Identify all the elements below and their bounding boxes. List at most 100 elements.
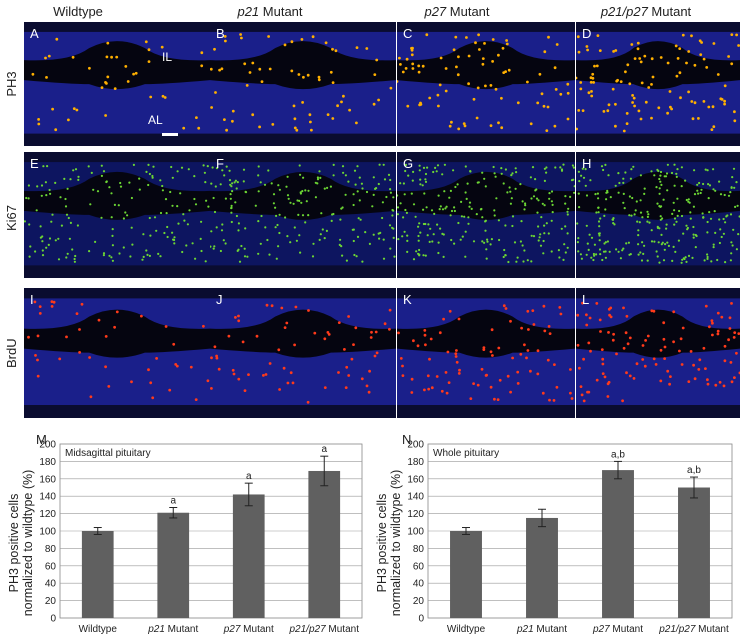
bottom-band — [210, 133, 396, 146]
marker-dot — [153, 216, 157, 219]
marker-dot — [604, 250, 607, 253]
marker-dot — [166, 235, 169, 239]
marker-dot — [484, 229, 487, 232]
marker-dot — [71, 55, 75, 59]
marker-dot — [555, 43, 559, 46]
marker-dot — [694, 246, 697, 249]
marker-dot — [321, 228, 324, 231]
marker-dot — [115, 310, 119, 314]
marker-dot — [733, 110, 736, 114]
marker-dot — [100, 216, 103, 219]
marker-dot — [547, 35, 550, 39]
marker-dot — [453, 206, 456, 209]
y-axis-label: PH3 positive cellsnormalized to wildtype… — [7, 470, 35, 617]
x-tick-label: p21 Mutant — [147, 624, 198, 635]
marker-dot — [666, 189, 669, 192]
marker-dot — [659, 215, 662, 218]
marker-dot — [730, 62, 734, 66]
marker-dot — [697, 368, 701, 371]
marker-dot — [723, 344, 727, 348]
marker-dot — [399, 63, 402, 66]
marker-dot — [404, 208, 407, 212]
column-title-p27: p27 Mutant — [377, 4, 537, 19]
marker-dot — [199, 237, 202, 240]
marker-dot — [284, 216, 287, 219]
marker-dot — [595, 64, 599, 68]
marker-dot — [577, 109, 581, 112]
marker-dot — [493, 209, 496, 212]
marker-dot — [58, 357, 62, 361]
marker-dot — [650, 83, 653, 86]
marker-dot — [625, 314, 629, 318]
marker-dot — [523, 249, 526, 252]
top-band — [397, 288, 575, 299]
marker-dot — [293, 117, 297, 121]
marker-dot — [392, 236, 395, 239]
marker-dot — [213, 210, 217, 214]
marker-dot — [102, 252, 106, 255]
marker-dot — [498, 378, 502, 382]
marker-dot — [606, 395, 610, 398]
marker-dot — [579, 253, 582, 256]
y-tick-label: 180 — [39, 457, 56, 468]
marker-dot — [268, 253, 271, 256]
marker-dot — [673, 223, 676, 226]
marker-dot — [183, 219, 186, 222]
marker-dot — [202, 324, 205, 328]
marker-dot — [647, 213, 650, 216]
marker-dot — [210, 106, 213, 109]
marker-dot — [187, 168, 190, 171]
marker-dot — [293, 343, 296, 347]
x-tick-label: p21/p27 Mutant — [288, 624, 359, 635]
marker-dot — [622, 247, 625, 250]
marker-dot — [448, 124, 452, 128]
marker-dot — [225, 165, 228, 168]
marker-dot — [164, 198, 168, 201]
marker-dot — [313, 331, 317, 335]
marker-dot — [427, 223, 430, 226]
marker-dot — [138, 188, 141, 191]
marker-dot — [374, 330, 378, 334]
marker-dot — [472, 382, 475, 385]
panel-letter: B — [216, 26, 225, 41]
marker-dot — [548, 192, 551, 195]
marker-dot — [536, 101, 540, 105]
marker-dot — [191, 242, 194, 245]
marker-dot — [235, 214, 238, 218]
marker-dot — [181, 250, 184, 254]
top-band — [397, 152, 575, 163]
marker-dot — [731, 176, 734, 179]
marker-dot — [122, 246, 125, 249]
marker-dot — [500, 126, 504, 130]
marker-dot — [607, 331, 610, 334]
marker-dot — [693, 193, 697, 196]
marker-dot — [572, 166, 575, 169]
marker-dot — [704, 168, 707, 171]
marker-dot — [558, 256, 561, 259]
marker-dot — [676, 168, 679, 171]
marker-dot — [476, 383, 480, 387]
marker-dot — [492, 165, 495, 169]
marker-dot — [733, 376, 736, 379]
row-label-ph3: PH3 — [4, 71, 19, 97]
marker-dot — [223, 174, 226, 177]
marker-dot — [619, 80, 623, 83]
y-tick-label: 120 — [407, 509, 424, 520]
marker-dot — [378, 163, 381, 166]
marker-dot — [332, 174, 335, 177]
marker-dot — [224, 197, 227, 200]
marker-dot — [660, 183, 663, 186]
marker-dot — [34, 354, 37, 357]
marker-dot — [75, 108, 79, 112]
marker-dot — [131, 243, 134, 246]
marker-dot — [618, 181, 621, 185]
marker-dot — [598, 239, 601, 242]
marker-dot — [675, 175, 678, 178]
marker-dot — [214, 185, 217, 188]
marker-dot — [372, 193, 375, 196]
marker-dot — [463, 124, 467, 128]
marker-dot — [106, 75, 110, 79]
marker-dot — [67, 216, 70, 220]
panel-letter: K — [403, 292, 412, 307]
marker-dot — [532, 235, 536, 238]
